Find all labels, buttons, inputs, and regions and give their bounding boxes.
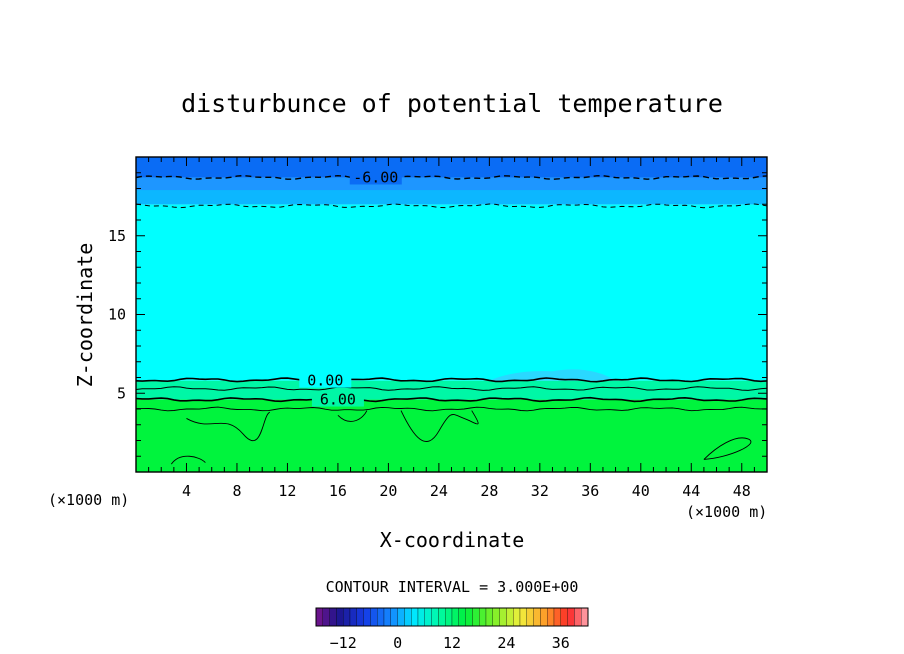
contour-detail-0	[186, 411, 271, 442]
contour-labels: -6.00 0.006.00	[299, 168, 402, 409]
colorbar-cell	[479, 607, 487, 627]
colorbar-cell	[485, 607, 493, 627]
colorbar-cell	[356, 607, 364, 627]
contour-zero	[135, 377, 768, 383]
y-tick-label: 10	[108, 306, 126, 324]
colorbar-tick-label: 24	[497, 634, 515, 652]
contour-label-bg	[311, 390, 364, 407]
colorbar	[315, 607, 589, 627]
colorbar-cell	[499, 607, 507, 627]
temperature-field	[136, 157, 767, 472]
x-tick-label: 20	[379, 482, 397, 500]
colorbar-cell	[417, 607, 425, 627]
colorbar-cell	[390, 607, 398, 627]
colorbar-cell	[506, 607, 514, 627]
colorbar-cell	[322, 607, 330, 627]
colorbar-cell	[492, 607, 500, 627]
contour-minus3	[135, 203, 768, 209]
colorbar-cell	[383, 607, 391, 627]
contour-interval: CONTOUR INTERVAL = 3.000E+00	[326, 578, 579, 596]
colorbar-cell	[336, 607, 344, 627]
cool-patch	[489, 369, 616, 381]
y-axis-label: Z-coordinate	[73, 243, 97, 388]
colorbar-cell	[377, 607, 385, 627]
contour-6	[135, 396, 768, 403]
contour-label-bg	[349, 168, 402, 185]
x-tick-label: 44	[682, 482, 700, 500]
y-tick-label: 5	[117, 384, 126, 402]
colorbar-cell	[397, 607, 405, 627]
contour-detail-3	[703, 437, 752, 460]
colorbar-tick-label: 36	[552, 634, 570, 652]
colorbar-cell	[519, 607, 527, 627]
x-tick-label: 24	[430, 482, 448, 500]
colorbar-cell	[451, 607, 459, 627]
contour-detail-4	[170, 455, 206, 465]
colorbar-cell	[465, 607, 473, 627]
x-tick-label: 8	[232, 482, 241, 500]
cool-subband	[136, 190, 767, 205]
x-unit-left: (×1000 m)	[48, 491, 129, 509]
x-axis-label: X-coordinate	[380, 528, 525, 552]
colorbar-cell	[513, 607, 521, 627]
colorbar-cell	[458, 607, 466, 627]
contour-3	[135, 386, 768, 391]
chart-title: disturbunce of potential temperature	[181, 89, 723, 118]
colorbar-cell	[424, 607, 432, 627]
contour-label-bg	[299, 371, 352, 388]
x-tick-label: 36	[581, 482, 599, 500]
y-tick-label: 15	[108, 227, 126, 245]
colorbar-cell	[343, 607, 351, 627]
colorbar-cell	[315, 607, 323, 627]
contour-detail-1	[337, 410, 368, 422]
cold-band	[136, 157, 767, 178]
colorbar-cell	[567, 607, 575, 627]
x-tick-label: 32	[531, 482, 549, 500]
colorbar-cell	[349, 607, 357, 627]
x-tick-label: 40	[632, 482, 650, 500]
colorbar-tick-label: 0	[393, 634, 402, 652]
colorbar-cell	[411, 607, 419, 627]
x-unit-right: (×1000 m)	[686, 503, 767, 521]
x-axis-ticks: 4 8 12 16 20 24 28 32 36 40 44 48	[135, 157, 768, 500]
transition-band	[136, 380, 767, 400]
x-tick-label: 4	[182, 482, 191, 500]
colorbar-tick-label: 12	[443, 634, 461, 652]
contour-9	[136, 406, 768, 412]
colorbar-cell	[370, 607, 378, 627]
contour-label: 0.00	[307, 372, 343, 390]
contour-detail-2	[400, 410, 479, 442]
y-axis-ticks: 5 10 15	[108, 156, 767, 473]
neutral-band	[136, 204, 767, 381]
colorbar-cell	[472, 607, 480, 627]
colorbar-cell	[329, 607, 337, 627]
plot-area: -6.000.006.00 4 8 12 16 20 24 28 32 36 40 44 48 510…	[108, 156, 768, 500]
colorbar-cell	[445, 607, 453, 627]
colorbar-cell	[431, 607, 439, 627]
contour-minus6	[135, 174, 768, 181]
colorbar-cell	[560, 607, 568, 627]
colorbar-cell	[404, 607, 412, 627]
x-tick-label: 28	[480, 482, 498, 500]
contour-lines	[135, 174, 768, 465]
colorbar-cell	[363, 607, 371, 627]
x-tick-label: 12	[278, 482, 296, 500]
colorbar-frame	[315, 607, 589, 627]
colorbar-cell	[438, 607, 446, 627]
x-tick-label: 16	[329, 482, 347, 500]
colorbar-cell	[540, 607, 548, 627]
colorbar-cell	[581, 607, 589, 627]
colorbar-cell	[553, 607, 561, 627]
colorbar-cell	[526, 607, 534, 627]
colorbar-cell	[533, 607, 541, 627]
x-tick-label: 48	[733, 482, 751, 500]
contour-label: 6.00	[320, 391, 356, 409]
colorbar-ticks: −12 0 12 24 36	[330, 634, 570, 652]
colorbar-cell	[547, 607, 555, 627]
colorbar-cell	[574, 607, 582, 627]
contour-label: -6.00	[353, 168, 398, 186]
warm-band	[136, 399, 767, 472]
colorbar-tick-label: −12	[330, 634, 357, 652]
